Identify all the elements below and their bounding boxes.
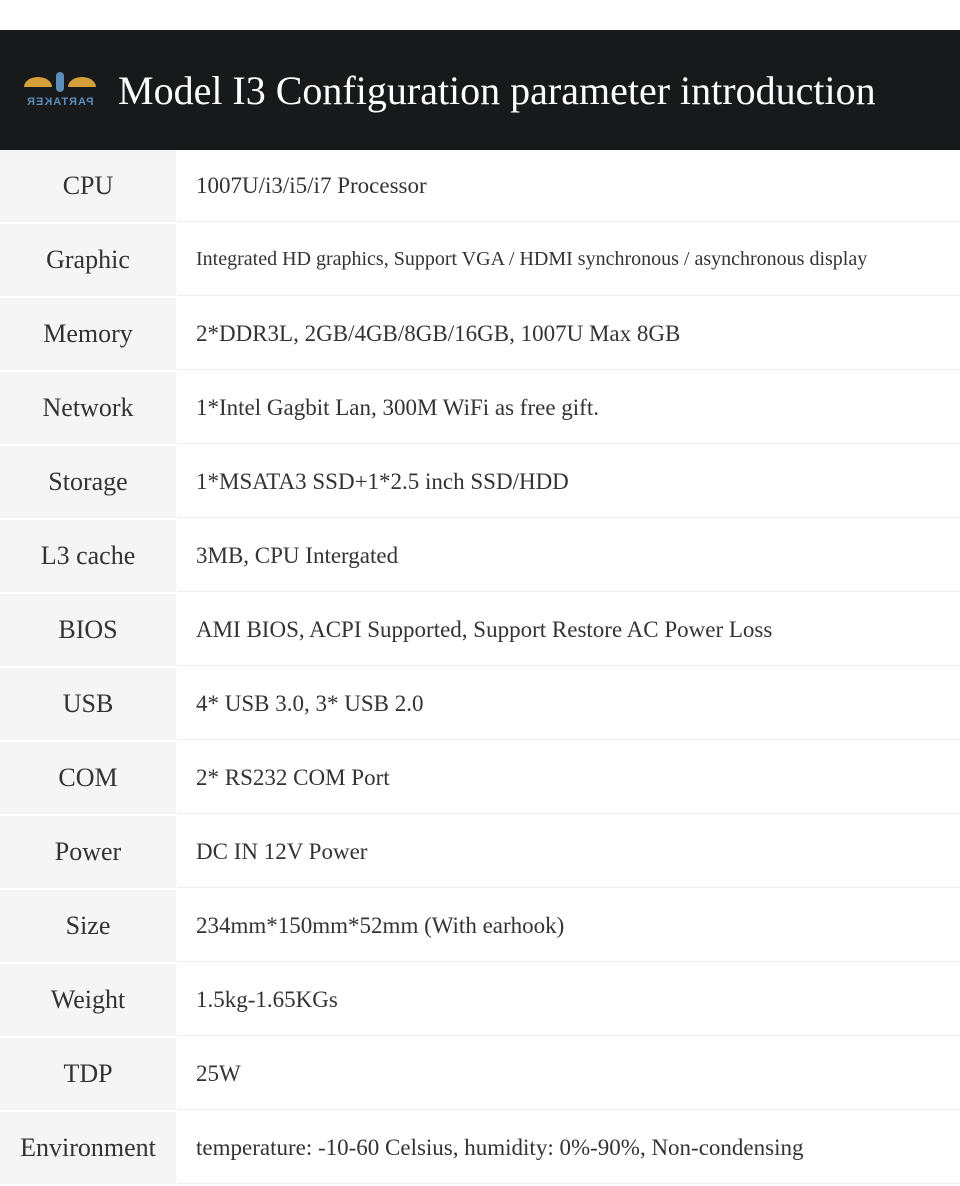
table-row: Weight 1.5kg-1.65KGs — [0, 964, 960, 1038]
table-row: BIOS AMI BIOS, ACPI Supported, Support R… — [0, 594, 960, 668]
spec-label-l3cache: L3 cache — [0, 520, 178, 592]
logo-wing-left — [24, 77, 52, 87]
spec-value-cpu: 1007U/i3/i5/i7 Processor — [178, 150, 960, 222]
spec-label-memory: Memory — [0, 298, 178, 370]
header-bar: PARTAKER Model I3 Configuration paramete… — [0, 30, 960, 150]
table-row: Power DC IN 12V Power — [0, 816, 960, 890]
table-row: CPU 1007U/i3/i5/i7 Processor — [0, 150, 960, 224]
spec-value-memory: 2*DDR3L, 2GB/4GB/8GB/16GB, 1007U Max 8GB — [178, 298, 960, 370]
table-row: L3 cache 3MB, CPU Intergated — [0, 520, 960, 594]
spec-value-com: 2* RS232 COM Port — [178, 742, 960, 814]
spec-label-weight: Weight — [0, 964, 178, 1036]
table-row: Graphic Integrated HD graphics, Support … — [0, 224, 960, 298]
spec-value-graphic: Integrated HD graphics, Support VGA / HD… — [178, 224, 960, 296]
table-row: Environment temperature: -10-60 Celsius,… — [0, 1112, 960, 1186]
spec-value-usb: 4* USB 3.0, 3* USB 2.0 — [178, 668, 960, 740]
spec-value-power: DC IN 12V Power — [178, 816, 960, 888]
spec-label-network: Network — [0, 372, 178, 444]
logo-center-icon — [56, 72, 64, 92]
page-title: Model I3 Configuration parameter introdu… — [118, 67, 876, 114]
table-row: Storage 1*MSATA3 SSD+1*2.5 inch SSD/HDD — [0, 446, 960, 520]
spec-label-cpu: CPU — [0, 150, 178, 222]
table-row: Size 234mm*150mm*52mm (With earhook) — [0, 890, 960, 964]
logo-text: PARTAKER — [26, 96, 93, 108]
spec-value-network: 1*Intel Gagbit Lan, 300M WiFi as free gi… — [178, 372, 960, 444]
spec-label-tdp: TDP — [0, 1038, 178, 1110]
spec-value-size: 234mm*150mm*52mm (With earhook) — [178, 890, 960, 962]
spec-value-l3cache: 3MB, CPU Intergated — [178, 520, 960, 592]
logo-graphic — [24, 72, 96, 92]
spec-value-bios: AMI BIOS, ACPI Supported, Support Restor… — [178, 594, 960, 666]
spec-value-tdp: 25W — [178, 1038, 960, 1110]
spec-label-size: Size — [0, 890, 178, 962]
spec-value-weight: 1.5kg-1.65KGs — [178, 964, 960, 1036]
spec-label-com: COM — [0, 742, 178, 814]
spec-table: CPU 1007U/i3/i5/i7 Processor Graphic Int… — [0, 150, 960, 1186]
spec-label-storage: Storage — [0, 446, 178, 518]
table-row: TDP 25W — [0, 1038, 960, 1112]
table-row: USB 4* USB 3.0, 3* USB 2.0 — [0, 668, 960, 742]
spec-value-storage: 1*MSATA3 SSD+1*2.5 inch SSD/HDD — [178, 446, 960, 518]
table-row: Network 1*Intel Gagbit Lan, 300M WiFi as… — [0, 372, 960, 446]
spec-label-environment: Environment — [0, 1112, 178, 1184]
spec-label-bios: BIOS — [0, 594, 178, 666]
brand-logo: PARTAKER — [14, 60, 106, 120]
spec-label-graphic: Graphic — [0, 224, 178, 296]
spec-label-power: Power — [0, 816, 178, 888]
logo-wing-right — [68, 77, 96, 87]
table-row: Memory 2*DDR3L, 2GB/4GB/8GB/16GB, 1007U … — [0, 298, 960, 372]
spec-value-environment: temperature: -10-60 Celsius, humidity: 0… — [178, 1112, 960, 1184]
table-row: COM 2* RS232 COM Port — [0, 742, 960, 816]
spec-label-usb: USB — [0, 668, 178, 740]
